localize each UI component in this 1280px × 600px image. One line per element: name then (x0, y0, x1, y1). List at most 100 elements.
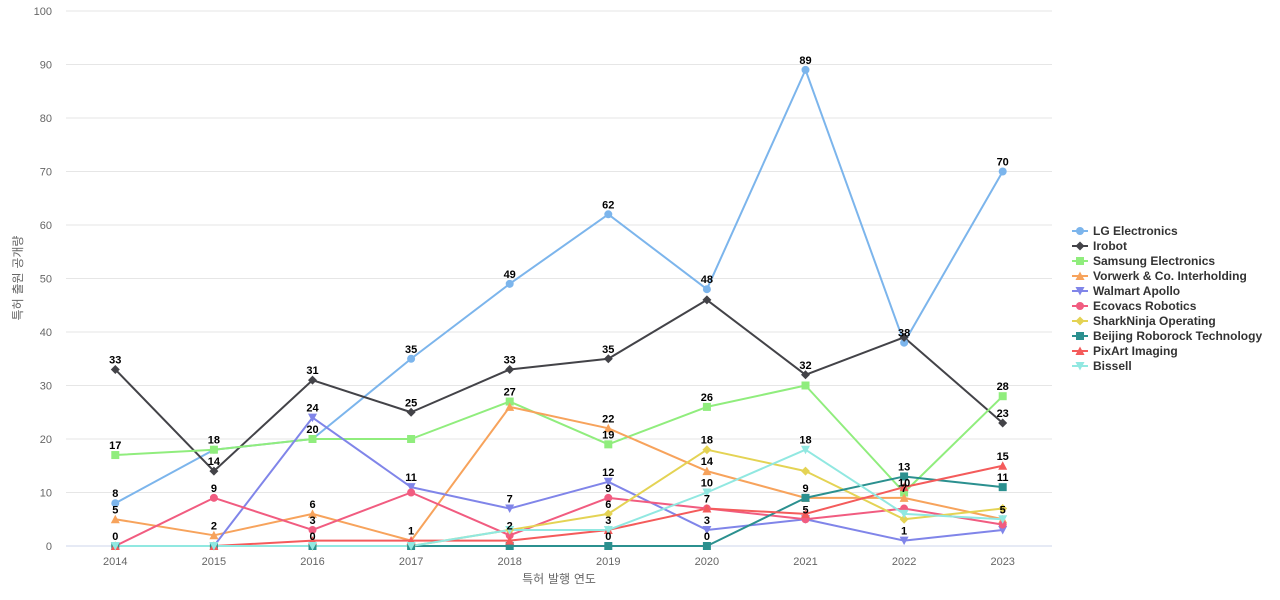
legend-label: SharkNinja Operating (1093, 314, 1216, 328)
data-point (111, 451, 120, 460)
series-line-4 (114, 416, 1004, 547)
legend-item[interactable]: Walmart Apollo (1072, 284, 1180, 298)
data-label: 18 (799, 435, 811, 447)
data-point (801, 370, 810, 380)
y-tick-label: 80 (40, 113, 52, 125)
data-label: 0 (704, 531, 710, 543)
data-point (407, 488, 416, 497)
data-label: 6 (309, 499, 315, 511)
data-label: 7 (704, 494, 710, 506)
data-label: 0 (309, 531, 315, 543)
legend-symbol (1076, 302, 1084, 310)
legend-label: Beijing Roborock Technology (1093, 329, 1262, 343)
legend-symbol (1075, 287, 1085, 296)
data-point (702, 402, 711, 411)
series-lines (114, 68, 1004, 547)
x-tick-label: 2018 (497, 556, 521, 568)
data-label: 7 (901, 483, 907, 495)
legend-symbol (1075, 362, 1085, 371)
data-point (209, 542, 219, 551)
data-label: 27 (504, 387, 516, 399)
data-label: 48 (701, 274, 713, 286)
legend-item[interactable]: PixArt Imaging (1072, 344, 1178, 358)
data-label: 19 (602, 429, 614, 441)
data-point (209, 493, 218, 502)
y-tick-label: 90 (40, 60, 52, 72)
data-point (406, 542, 416, 551)
data-label: 38 (898, 328, 910, 340)
data-point (308, 375, 317, 385)
legend-symbol (1075, 241, 1085, 251)
data-point (998, 520, 1007, 529)
data-label: 15 (997, 451, 1009, 463)
data-point (407, 435, 416, 443)
series-line-3 (114, 405, 1004, 542)
data-point (900, 338, 909, 347)
data-point (702, 466, 712, 476)
y-axis-ticks: 0 10 20 30 40 50 60 70 80 90 100 (34, 6, 52, 553)
data-point (110, 514, 120, 524)
x-tick-label: 2019 (596, 556, 620, 568)
data-point (110, 542, 120, 551)
data-label: 12 (602, 467, 614, 479)
legend-label: PixArt Imaging (1093, 344, 1178, 358)
data-point (209, 530, 219, 540)
data-point (998, 515, 1008, 524)
y-tick-label: 50 (40, 274, 52, 286)
legend-item[interactable]: Vorwerk & Co. Interholding (1072, 269, 1247, 283)
data-label: 24 (306, 403, 319, 415)
data-label: 0 (605, 531, 611, 543)
legend-item[interactable]: Irobot (1072, 239, 1127, 253)
data-point (702, 285, 711, 294)
y-tick-label: 70 (40, 167, 52, 179)
data-label: 3 (605, 515, 611, 527)
legend-item[interactable]: Beijing Roborock Technology (1072, 329, 1262, 343)
y-axis-title: 특허 출원 공개량 (11, 236, 25, 321)
legend-item[interactable]: LG Electronics (1072, 224, 1178, 238)
legend-label: Vorwerk & Co. Interholding (1093, 269, 1247, 283)
data-label: 28 (997, 381, 1009, 393)
data-label: 5 (1000, 504, 1006, 516)
data-label: 7 (507, 494, 513, 506)
y-tick-label: 20 (40, 434, 52, 446)
data-point (111, 499, 120, 508)
data-point (505, 402, 515, 411)
x-tick-label: 2014 (103, 556, 127, 568)
legend-item[interactable]: Samsung Electronics (1072, 254, 1215, 268)
data-point (801, 65, 810, 74)
data-point (308, 542, 317, 551)
legend-label: Samsung Electronics (1093, 254, 1215, 268)
data-label: 14 (208, 456, 221, 468)
data-label: 10 (701, 478, 713, 490)
data-label: 9 (211, 483, 217, 495)
x-tick-label: 2023 (990, 556, 1014, 568)
legend-label: Walmart Apollo (1093, 284, 1180, 298)
data-label: 1 (408, 526, 414, 538)
legend-item[interactable]: Ecovacs Robotics (1072, 299, 1197, 313)
data-point (604, 542, 613, 550)
data-label: 18 (208, 435, 220, 447)
data-label: 11 (405, 472, 417, 484)
legend-item[interactable]: SharkNinja Operating (1072, 314, 1216, 328)
data-label: 62 (602, 199, 614, 211)
data-point (998, 392, 1007, 401)
data-point (505, 504, 515, 514)
data-label: 8 (112, 488, 118, 500)
data-point (209, 445, 218, 454)
data-point (308, 435, 317, 443)
data-label: 0 (112, 531, 118, 543)
data-point (505, 364, 515, 374)
data-label: 5 (802, 504, 808, 516)
data-label: 26 (701, 392, 713, 404)
data-label: 1 (901, 526, 907, 538)
data-point (308, 509, 317, 518)
data-point (801, 493, 810, 502)
legend-item[interactable]: Bissell (1072, 359, 1132, 373)
y-tick-label: 0 (46, 541, 52, 553)
x-tick-label: 2022 (892, 556, 916, 568)
x-axis-ticks: 2014 2015 2016 2017 2018 2019 2020 2021 2022 2023 (103, 556, 1015, 568)
data-label: 31 (306, 365, 318, 377)
data-point (603, 477, 613, 487)
